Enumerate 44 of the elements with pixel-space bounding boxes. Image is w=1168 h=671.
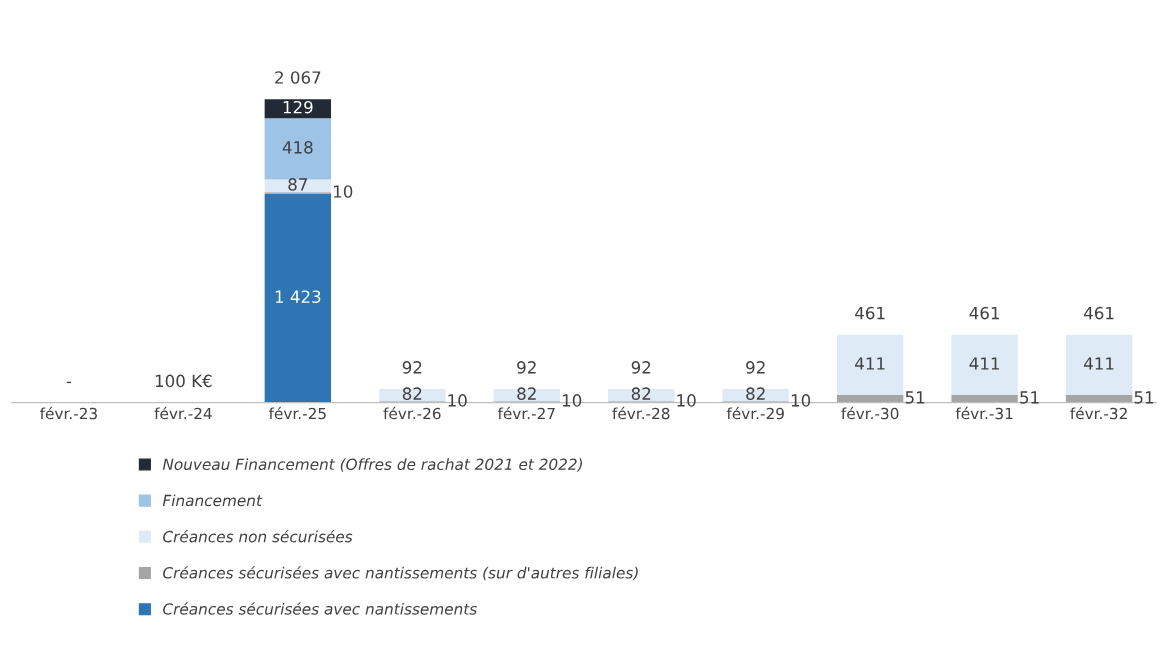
x-tick-label: févr.-26 bbox=[383, 406, 441, 420]
data-label: 87 bbox=[288, 178, 308, 191]
data-label: 411 bbox=[969, 357, 999, 370]
total-label: 92 bbox=[746, 361, 765, 374]
data-label: 411 bbox=[1084, 357, 1114, 370]
total-label: 461 bbox=[1084, 306, 1114, 320]
legend-label: Créances sécurisées avec nantissements bbox=[163, 602, 477, 615]
x-tick-label: févr.-31 bbox=[955, 406, 1013, 420]
data-label: 51 bbox=[1020, 391, 1039, 404]
data-label: 82 bbox=[402, 387, 422, 400]
total-label: 92 bbox=[631, 361, 651, 374]
data-label: 1 423 bbox=[275, 290, 321, 303]
total-label: 461 bbox=[855, 306, 885, 320]
total-label: 461 bbox=[969, 306, 999, 320]
total-label: 92 bbox=[402, 361, 422, 374]
x-tick-label: févr.-29 bbox=[726, 406, 784, 420]
data-label: 411 bbox=[855, 357, 885, 370]
legend-label: Créances sécurisées avec nantissements (sur d'autres filiales) bbox=[163, 566, 638, 581]
data-label: 51 bbox=[1134, 391, 1154, 404]
data-label: 82 bbox=[631, 387, 651, 400]
total-label: - bbox=[66, 381, 72, 384]
data-label: 10 bbox=[562, 394, 582, 407]
data-label: 51 bbox=[905, 391, 925, 404]
data-label: 82 bbox=[746, 387, 765, 400]
x-tick-label: févr.-28 bbox=[612, 406, 670, 420]
data-label: 82 bbox=[517, 387, 536, 400]
data-label: 10 bbox=[791, 394, 811, 407]
data-label: 129 bbox=[283, 100, 313, 114]
total-label: 2 067 bbox=[275, 71, 321, 84]
data-label: 10 bbox=[677, 394, 696, 407]
x-tick-label: févr.-24 bbox=[154, 406, 212, 420]
data-label: 418 bbox=[282, 141, 313, 154]
x-tick-label: févr.-32 bbox=[1070, 406, 1127, 420]
data-label: 10 bbox=[448, 394, 467, 407]
legend-label: Financement bbox=[162, 494, 263, 507]
data-label: 10 bbox=[334, 185, 353, 198]
total-label: 100 K€ bbox=[155, 374, 212, 388]
x-tick-label: févr.-23 bbox=[40, 406, 97, 420]
x-tick-label: févr.-27 bbox=[497, 406, 555, 420]
x-tick-label: févr.-30 bbox=[841, 406, 899, 420]
x-tick-label: févr.-25 bbox=[268, 406, 326, 420]
legend-label: Nouveau Financement (Offres de rachat 2021 et 2022) bbox=[162, 458, 582, 472]
total-label: 92 bbox=[517, 361, 536, 374]
legend-label: Créances non sécurisées bbox=[163, 529, 353, 543]
